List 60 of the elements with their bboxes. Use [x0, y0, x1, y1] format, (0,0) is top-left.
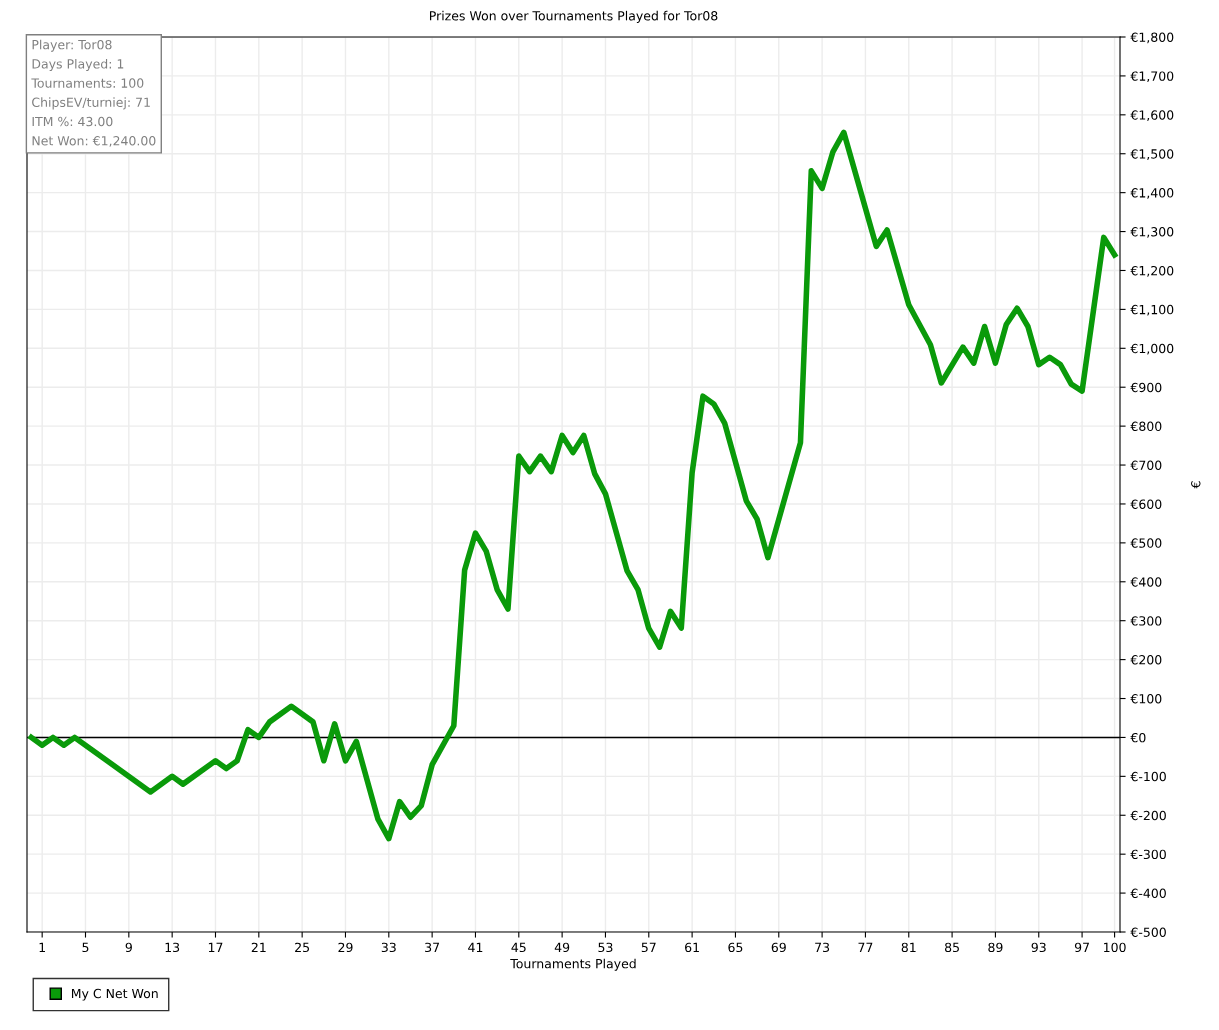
x-tick-label: 81 [901, 942, 916, 953]
y-tick-label: €-500 [1130, 927, 1166, 937]
x-tick-label: 25 [295, 942, 310, 953]
x-tick-label: 89 [988, 942, 1003, 953]
y-tick-label: €1,100 [1130, 304, 1174, 316]
x-tick-label: 33 [381, 942, 396, 953]
x-tick-label: 41 [468, 942, 483, 952]
x-tick-label: 61 [685, 942, 699, 953]
y-tick-label: €1,700 [1130, 71, 1174, 83]
y-tick-label: €900 [1130, 382, 1162, 393]
x-tick-label: 5 [82, 942, 89, 953]
annotation: ITM %: 43.00 [32, 116, 113, 127]
x-tick-label: 1 [39, 942, 45, 952]
chart-title: Prizes Won over Tournaments Played for Tor08 [429, 10, 718, 23]
x-tick-label: 97 [1074, 942, 1089, 953]
annotation: ChipsEV/turniej: 71 [32, 97, 150, 110]
x-tick-label: 85 [944, 942, 959, 953]
y-tick-label: €1,200 [1130, 265, 1174, 277]
y-tick-label: €1,500 [1130, 149, 1174, 160]
y-tick-label: €200 [1130, 655, 1162, 665]
x-tick-label: 57 [641, 942, 656, 953]
x-tick-label: 17 [208, 942, 223, 952]
x-tick-label: 77 [858, 942, 873, 952]
y-tick-label: €300 [1130, 616, 1162, 626]
y-tick-label: €-300 [1130, 849, 1166, 860]
x-tick-label: 49 [554, 942, 570, 953]
annotation: Days Played: 1 [32, 58, 124, 71]
y-tick-label: €500 [1130, 538, 1162, 548]
annotation: Tournaments: 100 [31, 78, 144, 88]
x-tick-label: 65 [728, 942, 743, 953]
x-tick-label: 100 [1104, 942, 1126, 953]
x-tick-label: 9 [125, 942, 132, 953]
y-tick-label: €1,800 [1130, 32, 1174, 44]
x-tick-label: 21 [251, 942, 266, 952]
x-tick-label: 73 [815, 942, 830, 953]
y-tick-label: €0 [1130, 732, 1146, 743]
x-tick-label: 45 [511, 942, 526, 953]
y-tick-label: €1,300 [1130, 227, 1174, 238]
x-axis-title: Tournaments Played [510, 958, 636, 971]
y-tick-label: €1,600 [1130, 110, 1174, 122]
x-tick-label: 37 [425, 942, 440, 953]
y-tick-label: €-100 [1130, 771, 1166, 782]
y-tick-label: €800 [1130, 421, 1162, 432]
annotation: Player: Tor08 [32, 39, 112, 52]
annotation: Net Won: €1,240.00 [32, 136, 156, 147]
y-axis-title: € [1191, 481, 1201, 489]
legend-label: My C Net Won [71, 988, 158, 1001]
y-tick-label: €-400 [1130, 888, 1166, 899]
y-tick-label: €400 [1130, 577, 1162, 587]
x-tick-label: 13 [165, 942, 180, 953]
x-tick-label: 93 [1031, 942, 1046, 953]
y-tick-label: €600 [1130, 499, 1162, 509]
y-tick-label: €100 [1130, 693, 1162, 704]
y-tick-label: €-200 [1130, 810, 1166, 821]
y-tick-label: €1,000 [1130, 343, 1174, 355]
x-tick-label: 69 [771, 942, 786, 953]
y-tick-label: €1,400 [1130, 188, 1174, 199]
x-tick-label: 53 [598, 942, 613, 953]
x-tick-label: 29 [338, 942, 353, 953]
y-tick-label: €700 [1130, 460, 1162, 470]
